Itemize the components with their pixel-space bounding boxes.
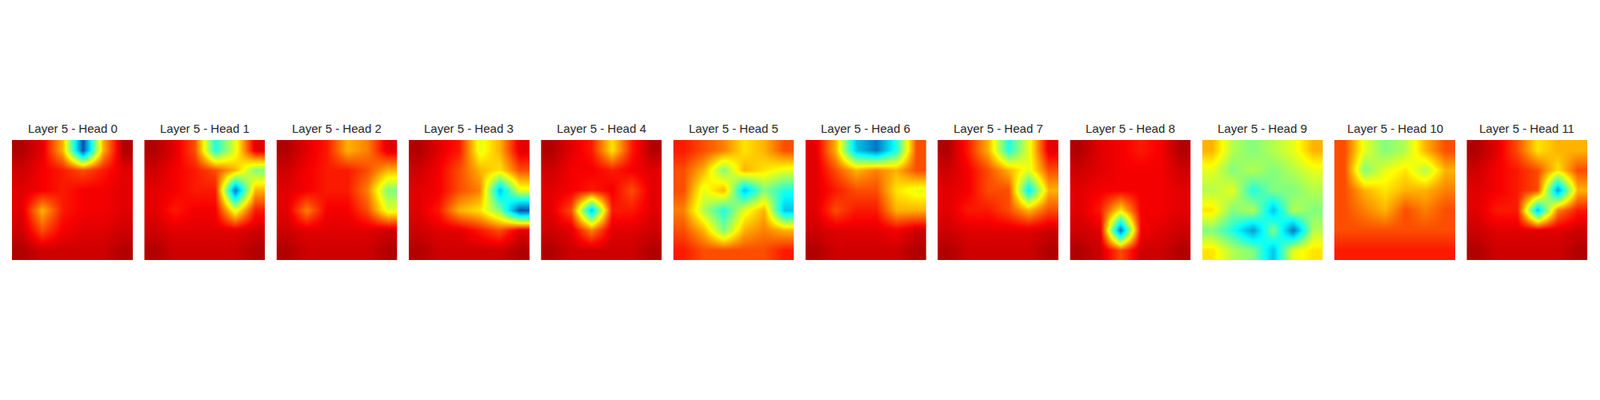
svg-text:Layer 5 - Head 3: Layer 5 - Head 3 <box>424 121 514 136</box>
svg-text:Layer 5 - Head 2: Layer 5 - Head 2 <box>292 121 382 136</box>
svg-text:Layer 5 - Head 9: Layer 5 - Head 9 <box>1217 121 1308 136</box>
svg-text:Layer 5 - Head 8: Layer 5 - Head 8 <box>1085 121 1176 136</box>
svg-text:Layer 5 - Head 5: Layer 5 - Head 5 <box>688 121 779 136</box>
svg-text:Layer 5 - Head 1: Layer 5 - Head 1 <box>160 121 250 136</box>
svg-text:Layer 5 - Head 7: Layer 5 - Head 7 <box>953 121 1044 136</box>
svg-text:Layer 5 - Head 6: Layer 5 - Head 6 <box>820 121 911 136</box>
svg-text:Layer 5 - Head 10: Layer 5 - Head 10 <box>1347 121 1444 136</box>
svg-text:Layer 5 - Head 4: Layer 5 - Head 4 <box>556 121 647 136</box>
svg-text:Layer 5 - Head 11: Layer 5 - Head 11 <box>1479 121 1575 136</box>
svg-text:Layer 5 - Head 0: Layer 5 - Head 0 <box>28 121 118 136</box>
